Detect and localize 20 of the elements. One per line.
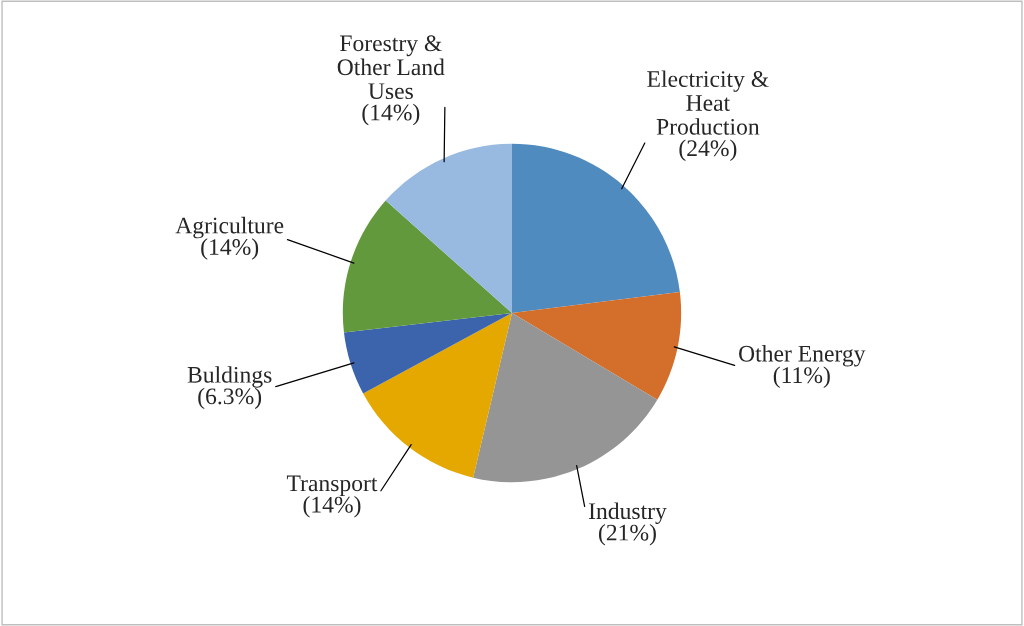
pie-slice <box>343 313 512 394</box>
data-label: (14%) <box>303 496 361 518</box>
slice-label: Agriculture <box>175 216 284 239</box>
data-label: (14%) <box>362 103 420 126</box>
data-label: (24%) <box>679 139 737 162</box>
pie-slice <box>473 313 658 483</box>
slice-label: Forestry & Other Land Uses <box>337 35 445 100</box>
slice-label: Other Energy <box>739 345 866 367</box>
pie-slice <box>342 200 512 333</box>
data-label: (21%) <box>599 523 656 546</box>
slice-label: Industry <box>588 502 667 524</box>
slice-label: Buldings <box>187 366 272 388</box>
data-label: (11%) <box>773 366 830 388</box>
pie-slice <box>512 291 682 400</box>
slice-label: Transport <box>286 475 378 497</box>
data-label: (14%) <box>201 238 259 260</box>
pie-slice <box>512 143 680 313</box>
pie-slice <box>385 143 512 313</box>
slice-label: Electricity & Heat Production <box>647 70 769 135</box>
data-label: (6.3%) <box>198 387 262 410</box>
